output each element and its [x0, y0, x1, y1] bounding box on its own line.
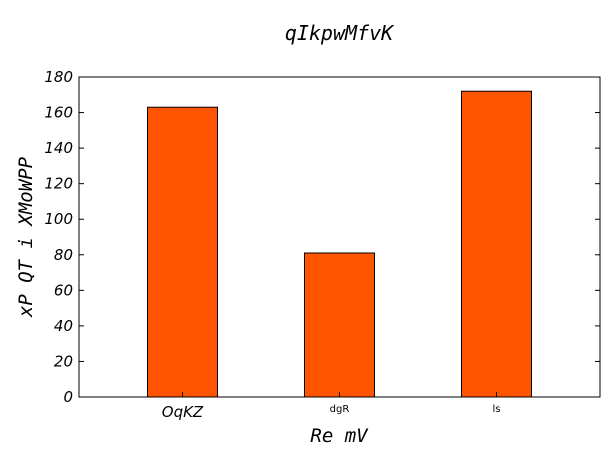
- x-tick-label: dgR: [330, 404, 350, 415]
- y-tick-label: 0: [63, 388, 73, 406]
- x-axis: OqKZ dgR ls: [162, 392, 501, 421]
- y-tick-label: 80: [54, 246, 73, 264]
- bar-dgR: [304, 252, 375, 398]
- x-axis-label: Re mV: [310, 425, 369, 447]
- x-tick-label: OqKZ: [162, 403, 204, 421]
- y-tick-label: 60: [54, 281, 73, 299]
- y-axis-label: xP QT i XMoWPP: [15, 156, 37, 318]
- bars-group: [147, 90, 532, 398]
- bar-ls: [461, 90, 532, 398]
- y-tick-label: 180: [44, 68, 73, 86]
- chart-title: qIkpwMfvK: [285, 21, 395, 45]
- y-tick-label: 140: [44, 139, 73, 157]
- y-tick-label: 40: [54, 317, 73, 335]
- y-axis: 0 20 40 60 80 100 120 140 160 180: [44, 68, 600, 406]
- y-tick-label: 100: [44, 210, 73, 228]
- y-tick-label: 120: [44, 175, 73, 193]
- x-tick-label: ls: [493, 404, 501, 415]
- y-tick-label: 160: [44, 104, 73, 122]
- bar-OqKZ: [147, 106, 218, 398]
- y-tick-label: 20: [54, 352, 73, 370]
